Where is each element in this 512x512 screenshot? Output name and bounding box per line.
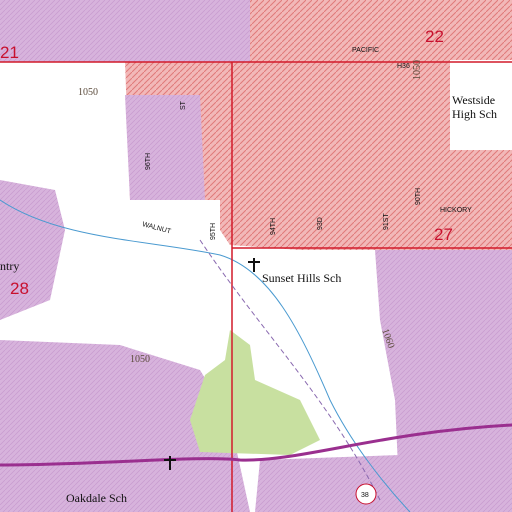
street-label: 90TH bbox=[415, 188, 422, 205]
urban-area bbox=[0, 340, 250, 512]
street-label: 95TH bbox=[210, 223, 217, 240]
school-grounds bbox=[450, 60, 512, 150]
urban-area bbox=[125, 95, 205, 200]
section-number: 21 bbox=[0, 43, 19, 62]
section-number: 28 bbox=[10, 279, 29, 298]
street-label: HICKORY bbox=[440, 207, 472, 214]
street-label: PACIFIC bbox=[352, 47, 379, 54]
place-label: Oakdale Sch bbox=[66, 491, 127, 505]
section-number: 27 bbox=[434, 225, 453, 244]
urban-area bbox=[375, 250, 512, 512]
street-label: ST bbox=[180, 100, 187, 110]
elevation-label: 1050 bbox=[412, 60, 423, 80]
highway bbox=[0, 423, 512, 467]
rail bbox=[199, 239, 381, 501]
elevation-label: 1050 bbox=[78, 87, 98, 98]
park bbox=[190, 330, 320, 455]
elevation-label: 1050 bbox=[130, 354, 150, 365]
street-label: 94TH bbox=[270, 218, 277, 235]
urban-area bbox=[0, 0, 250, 62]
place-label: ntry bbox=[0, 259, 19, 273]
urban-area bbox=[255, 455, 400, 512]
section-number: 22 bbox=[425, 27, 444, 46]
street-label: H36 bbox=[397, 63, 410, 70]
route-shield bbox=[355, 483, 377, 505]
place-label: Westside bbox=[452, 93, 495, 107]
street-label: 91ST bbox=[383, 213, 390, 230]
creek bbox=[0, 199, 411, 512]
place-label: High Sch bbox=[452, 107, 497, 121]
school-symbol bbox=[164, 456, 176, 470]
section-line bbox=[0, 61, 512, 512]
street-label: 93D bbox=[317, 217, 324, 230]
route-number: 38 bbox=[361, 492, 369, 499]
place-label: Sunset Hills Sch bbox=[262, 271, 341, 285]
school-symbol bbox=[248, 258, 260, 272]
urban-area bbox=[0, 180, 65, 320]
street-label: 96TH bbox=[145, 153, 152, 170]
